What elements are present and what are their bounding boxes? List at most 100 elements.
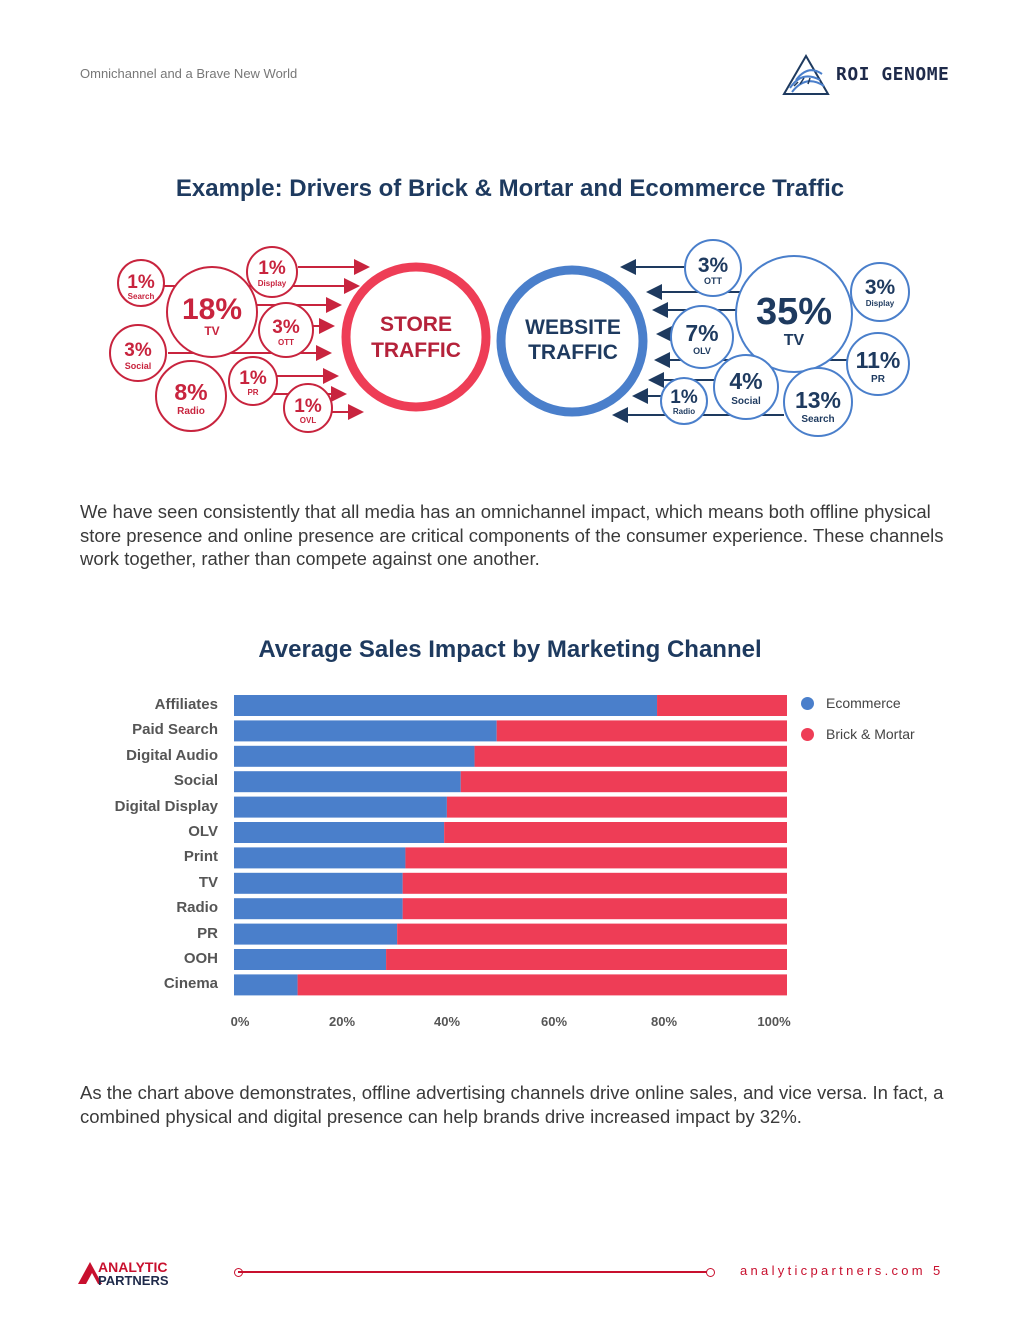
bubble-pct: 35% (756, 291, 832, 333)
website-bubble: 7% OLV (670, 305, 734, 369)
bar-brick-mortar-social (460, 771, 787, 793)
category-labels: Affiliates Paid Search Digital Audio Social… (0, 690, 218, 1000)
store-bubble: 1% PR (228, 356, 278, 406)
x-tick-label: 60% (540, 1014, 568, 1029)
x-axis-ticks: 0% 20% 40% 60% 80% 100% (0, 1014, 1020, 1034)
x-tick-label: 100% (757, 1014, 791, 1029)
bubble-label: Social (125, 361, 152, 371)
legend-dot-brick-mortar (801, 727, 814, 741)
category-label: OOH (183, 950, 218, 967)
bubble-pct: 1% (239, 368, 267, 389)
bubble-pct: 8% (174, 379, 207, 405)
legend-label-ecommerce: Ecommerce (826, 695, 901, 711)
bubble-label: OTT (704, 276, 722, 286)
website-label-line2: TRAFFIC (528, 341, 618, 364)
store-traffic-circle (341, 262, 491, 412)
website-bubble: 3% Display (850, 262, 910, 322)
bubble-pct: 3% (865, 276, 896, 299)
website-label-line1: WEBSITE (525, 316, 621, 339)
category-label: Paid Search (132, 721, 218, 739)
store-bubble: 3% Social (109, 324, 167, 382)
bar-ecommerce-affiliates (234, 695, 658, 716)
legend-ecommerce: Ecommerce (801, 695, 901, 711)
bar-ecommerce-olv (234, 822, 445, 843)
website-bubble: 4% Social (713, 354, 779, 420)
analytic-partners-logo: ANALYTIC PARTNERS (76, 1258, 206, 1288)
website-traffic-circle (496, 265, 648, 417)
bar-brick-mortar-ooh (386, 949, 787, 970)
bubble-label: OTT (278, 338, 294, 347)
bar-ecommerce-digital-display (234, 796, 447, 818)
category-label: Radio (176, 899, 218, 917)
footer-url-link[interactable]: analyticpartners.com (740, 1263, 926, 1278)
legend-brick-mortar: Brick & Mortar (801, 726, 915, 742)
legend-dot-ecommerce (801, 696, 814, 710)
bubble-pct: 1% (294, 396, 322, 417)
website-bubble: 13% Search (783, 367, 853, 437)
bubble-label: Search (128, 292, 155, 301)
category-label: Affiliates (154, 696, 218, 713)
category-label: TV (198, 873, 218, 891)
category-label: Digital Audio (126, 746, 218, 764)
bubble-pct: 1% (127, 272, 155, 293)
footer-divider (238, 1271, 712, 1273)
store-label-line1: STORE (380, 313, 452, 336)
website-bubble: 3% OTT (684, 239, 742, 297)
bubble-label: Social (731, 396, 761, 407)
bubble-pct: 3% (272, 317, 300, 338)
page-number: 5 (933, 1263, 941, 1278)
bar-ecommerce-radio (234, 898, 403, 920)
bubble-label: TV (204, 324, 219, 338)
bubble-label: TV (784, 332, 805, 349)
bubble-pct: 11% (856, 347, 901, 373)
analytic-partners-logo-icon: ANALYTIC PARTNERS (78, 1259, 169, 1288)
category-label: Print (183, 848, 218, 866)
bar-ecommerce-digital-audio (234, 745, 475, 767)
bar-brick-mortar-paid-search (496, 720, 787, 742)
category-label: PR (197, 924, 218, 942)
bubble-pct: 3% (698, 254, 729, 277)
bar-ecommerce-social (234, 771, 461, 793)
bubble-pct: 7% (685, 320, 718, 346)
body-paragraph-1: We have seen consistently that all media… (80, 501, 944, 569)
store-bubble: 1% Search (117, 259, 165, 307)
body-paragraph-2: As the chart above demonstrates, offline… (80, 1082, 944, 1127)
category-label: Cinema (163, 975, 218, 993)
section-title-drivers: Example: Drivers of Brick & Mortar and E… (175, 175, 845, 202)
bar-ecommerce-ooh (234, 949, 387, 970)
bar-ecommerce-cinema (234, 974, 298, 996)
bubble-pct: 18% (182, 293, 242, 326)
bubble-label: Display (866, 299, 895, 308)
bubble-label: Radio (177, 406, 205, 417)
traffic-drivers-diagram: STORE TRAFFIC WEBSITE TRAFFIC 1% Search … (109, 239, 910, 437)
bar-brick-mortar-digital-audio (474, 745, 787, 767)
bar-ecommerce-paid-search (234, 720, 497, 742)
x-tick-label: 40% (433, 1014, 461, 1029)
x-tick-label: 80% (650, 1014, 678, 1029)
bar-ecommerce-tv (234, 872, 403, 894)
website-bubble: 11% PR (846, 332, 910, 396)
roi-genome-logo-text: ROI GENOME (836, 64, 950, 85)
footer-line-dot-right (706, 1268, 715, 1277)
bubble-label: Radio (673, 407, 695, 416)
document-title: Omnichannel and a Brave New World (80, 66, 298, 81)
bar-brick-mortar-cinema (297, 974, 787, 996)
website-bubble: 1% Radio (660, 377, 708, 425)
store-bubble: 1% Display (246, 246, 298, 298)
store-bubble: 3% OTT (258, 302, 314, 358)
bar-brick-mortar-digital-display (446, 796, 787, 818)
bubble-pct: 1% (258, 258, 286, 279)
store-bubble: 1% OVL (283, 383, 333, 433)
chart-plot (234, 695, 787, 996)
bar-brick-mortar-olv (444, 822, 787, 843)
bubble-pct: 1% (670, 387, 698, 408)
sales-impact-chart: Affiliates Paid Search Digital Audio Social… (0, 690, 1020, 1035)
roi-genome-logo-icon (782, 54, 830, 95)
website-bubble: 35% TV (735, 255, 853, 373)
bar-brick-mortar-radio (402, 898, 787, 920)
bubble-label: PR (871, 374, 886, 385)
bubble-pct: 4% (729, 368, 762, 394)
bubble-label: Display (258, 279, 287, 288)
bar-ecommerce-print (234, 847, 406, 869)
chart-title: Average Sales Impact by Marketing Channe… (258, 636, 762, 663)
